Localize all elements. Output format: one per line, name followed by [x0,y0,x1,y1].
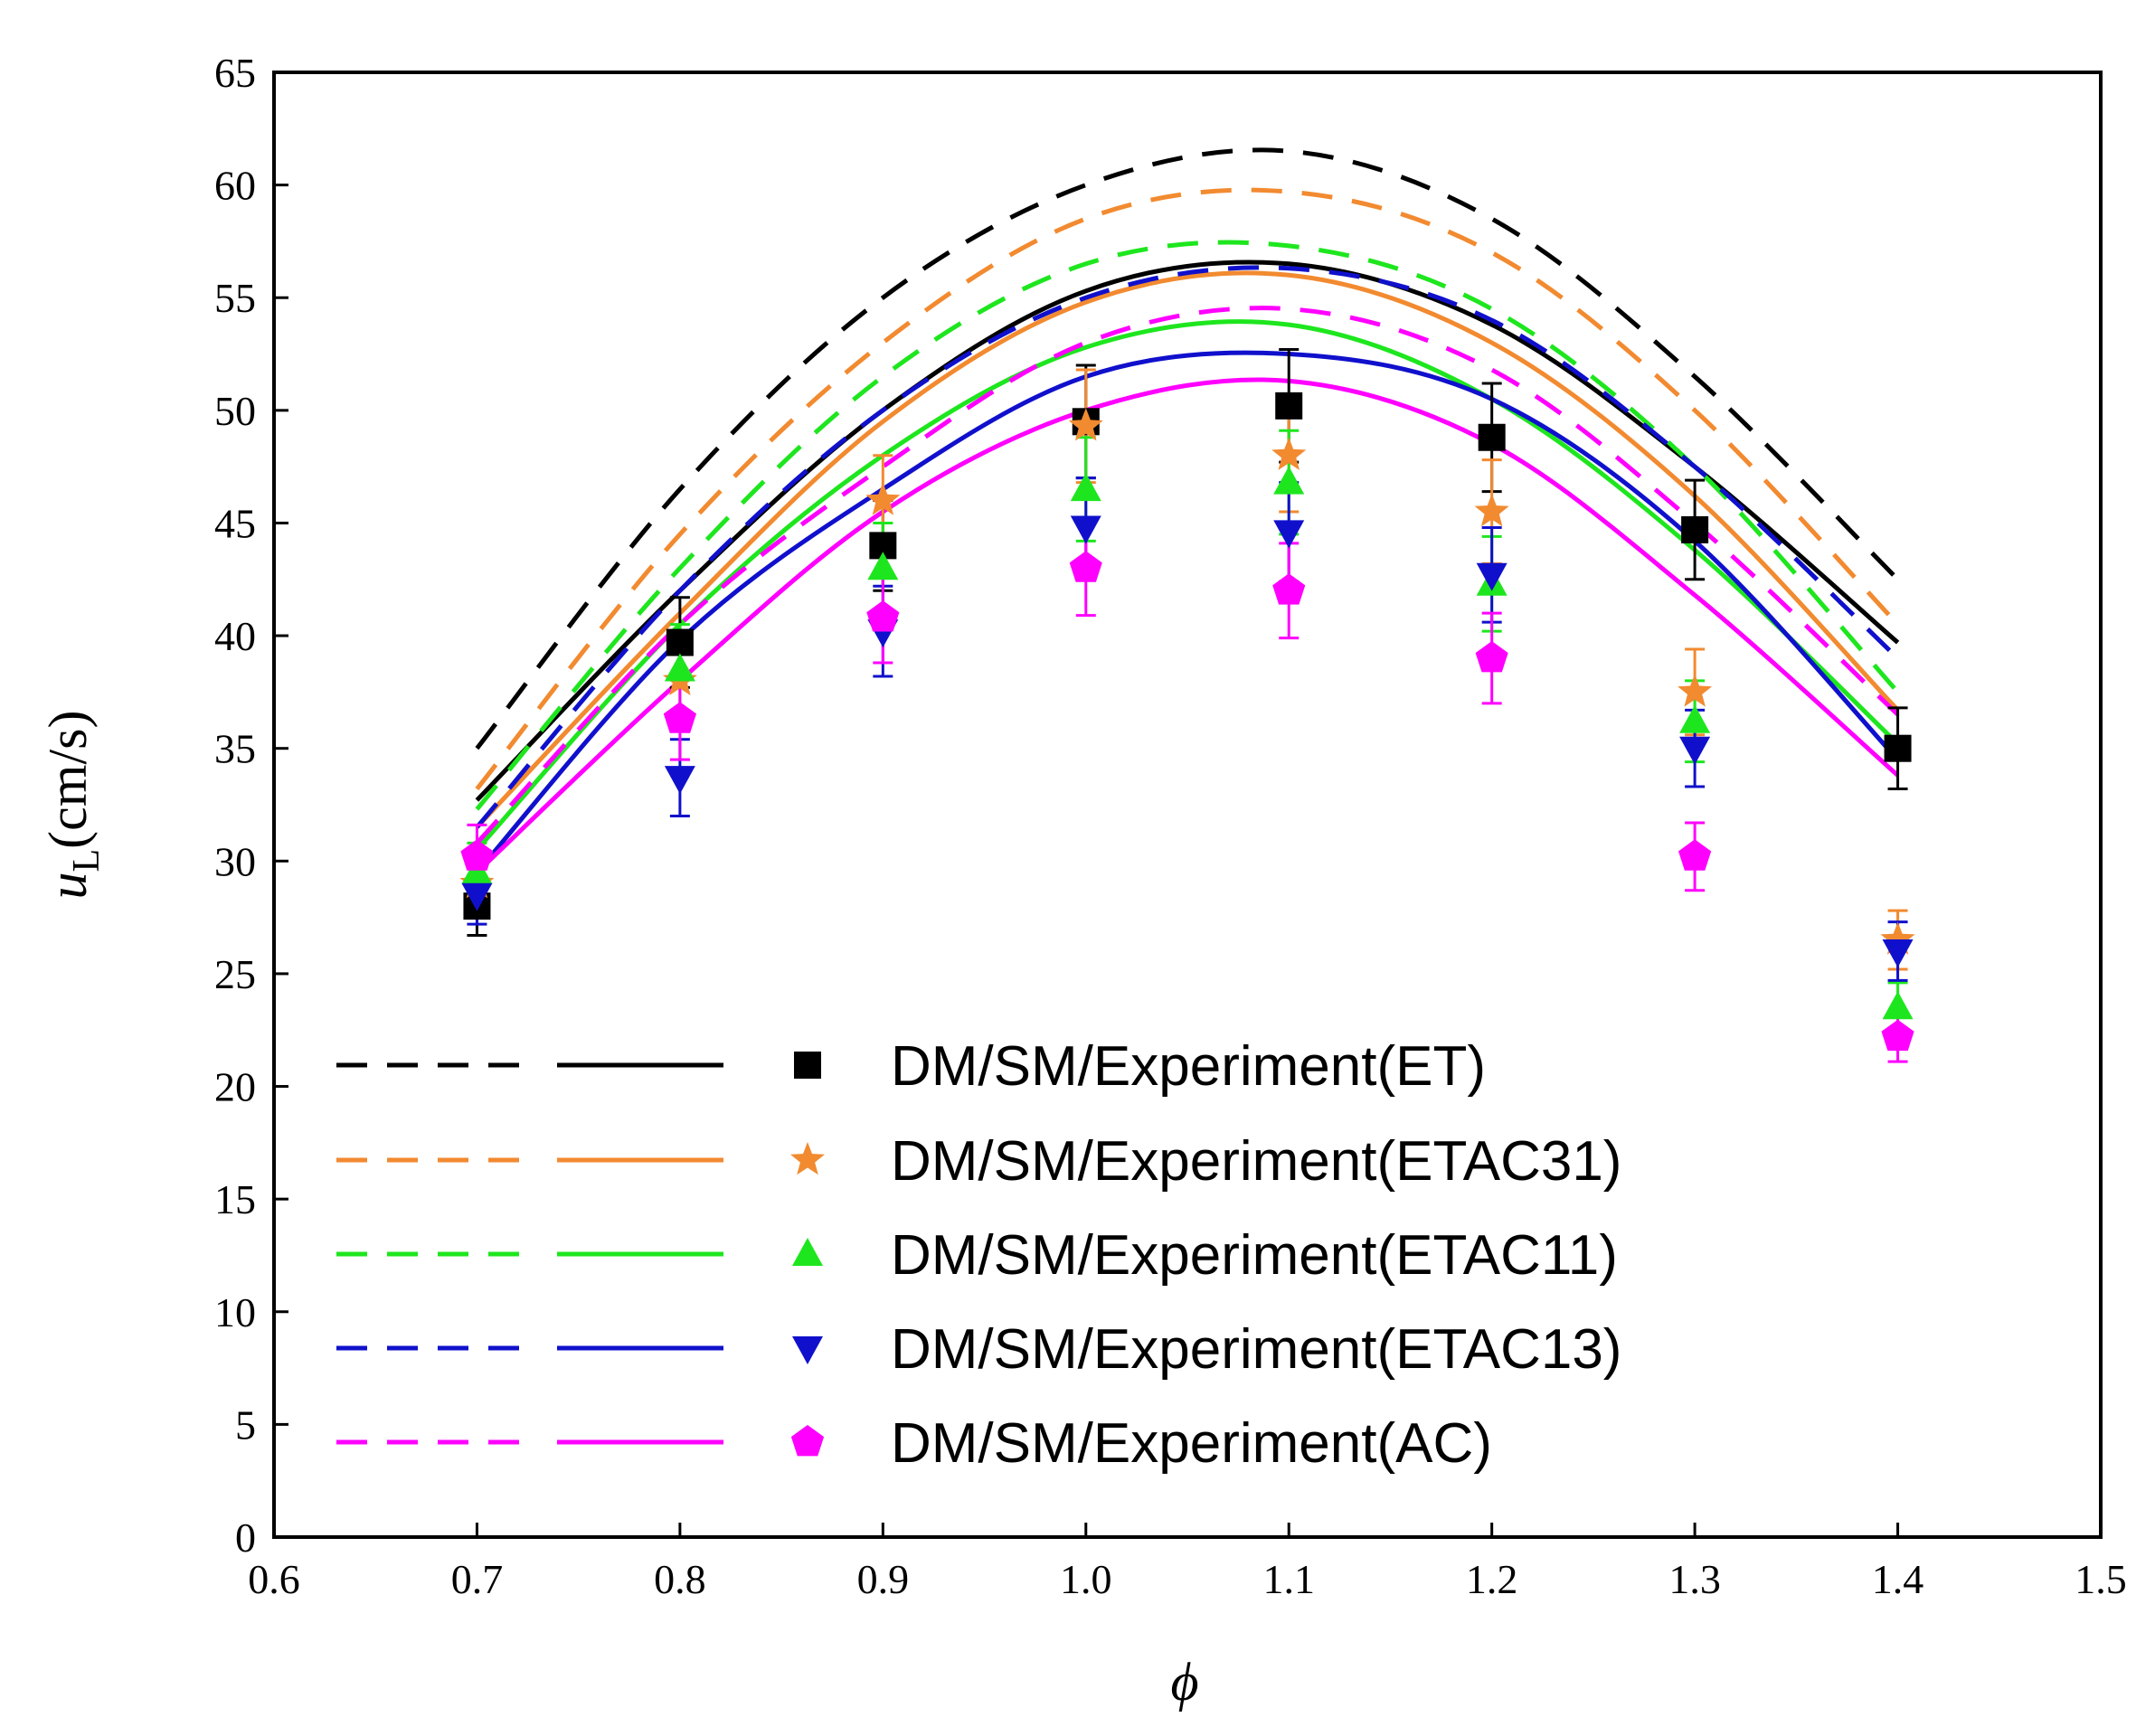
legend-label: DM/SM/Experiment(ETAC31) [891,1130,1621,1193]
experiment-point [1273,466,1305,495]
experiment-point [1884,734,1912,762]
experiment-point [1272,573,1306,605]
experiment-point [663,702,696,733]
y-tick-label: 30 [214,838,256,884]
x-tick-label: 0.6 [248,1556,300,1602]
legend: DM/SM/Experiment(ET) DM/SM/Experiment(ETA… [336,1035,1621,1475]
experiment-point [1475,641,1508,673]
experiment-point [1881,1019,1914,1052]
experiment-point [1476,562,1508,591]
dm-curve [475,265,1900,829]
legend-label: DM/SM/Experiment(AC) [891,1412,1492,1475]
x-tick-label: 1.2 [1466,1556,1518,1602]
legend-label: DM/SM/Experiment(ETAC13) [891,1318,1621,1381]
y-tick-label: 10 [214,1289,256,1335]
experiment-point [865,482,901,515]
experiment-point [1880,921,1915,955]
experiment-point [1474,494,1509,527]
y-tick-label: 55 [214,275,256,321]
x-tick-label: 0.9 [857,1556,910,1602]
x-tick-label: 1.0 [1060,1556,1112,1602]
y-axis-title-unit: (cm/s) [38,711,98,849]
dm-curve [475,147,1900,750]
experiment-point [461,882,493,911]
y-axis-title-text: uL(cm/s) [38,711,108,900]
y-tick-label: 25 [214,951,256,997]
x-axis: 0.6 0.7 0.8 0.9 1.0 1.1 1.2 1.3 1.4 1.5 [248,1523,2127,1602]
x-tick-label: 0.7 [451,1556,504,1602]
experiment-point [460,839,494,871]
experiment-point [1678,839,1712,871]
experiment-point [1271,437,1307,470]
experiment-point [867,552,899,580]
experiment-point [1681,515,1709,543]
experiment-point [1679,704,1711,733]
y-tick-label: 40 [214,613,256,659]
sm-curve [475,270,1900,829]
y-tick-label: 50 [214,388,256,434]
y-tick-label: 65 [214,50,256,96]
experiment-point [664,653,695,682]
experiment-point [1478,423,1506,451]
y-axis-title: uL(cm/s) [38,711,108,900]
x-tick-label: 1.1 [1262,1556,1315,1602]
experiment-point [1882,991,1914,1020]
legend-marker [790,1142,825,1175]
experiment-point [1068,408,1103,441]
experiment-point [1069,551,1102,582]
y-axis-title-sub: L [66,849,108,873]
dm-curve [475,187,1900,791]
legend-label: DM/SM/Experiment(ET) [891,1035,1486,1098]
experiment-point [1679,736,1711,765]
y-tick-label: 45 [214,500,256,546]
legend-marker [792,1336,823,1364]
experiment-point [666,628,694,656]
legend-marker [790,1425,825,1457]
x-tick-label: 0.8 [654,1556,706,1602]
x-tick-label: 1.3 [1668,1556,1721,1602]
model-curves [475,147,1900,874]
x-tick-label: 1.4 [1872,1556,1924,1602]
y-tick-label: 15 [214,1176,256,1222]
experiment-point [1070,473,1101,502]
y-tick-label: 60 [214,163,256,209]
sm-curve [475,377,1900,874]
experiment-point [664,766,695,795]
dm-curve [475,306,1900,845]
y-tick-label: 0 [235,1514,256,1561]
legend-marker [794,1052,821,1079]
plot-frame [272,71,2103,1539]
y-tick-label: 5 [235,1401,256,1448]
experiment-point [1678,674,1713,707]
experiment-point [866,600,900,632]
y-axis-title-main: u [38,872,98,899]
legend-marker [792,1238,823,1266]
experiment-point [1275,392,1303,420]
experiment-point [1882,939,1914,967]
experiment-markers [459,392,1915,1052]
x-tick-label: 1.5 [2075,1556,2127,1602]
experiment-point [1070,515,1101,544]
experiment-point [1273,520,1305,549]
y-tick-label: 20 [214,1064,256,1110]
x-axis-title: ϕ [1170,1652,1198,1712]
legend-label: DM/SM/Experiment(ETAC11) [891,1224,1618,1287]
y-axis: 0 5 10 15 20 25 30 35 40 45 50 55 60 65 [214,50,288,1561]
y-tick-label: 35 [214,726,256,772]
